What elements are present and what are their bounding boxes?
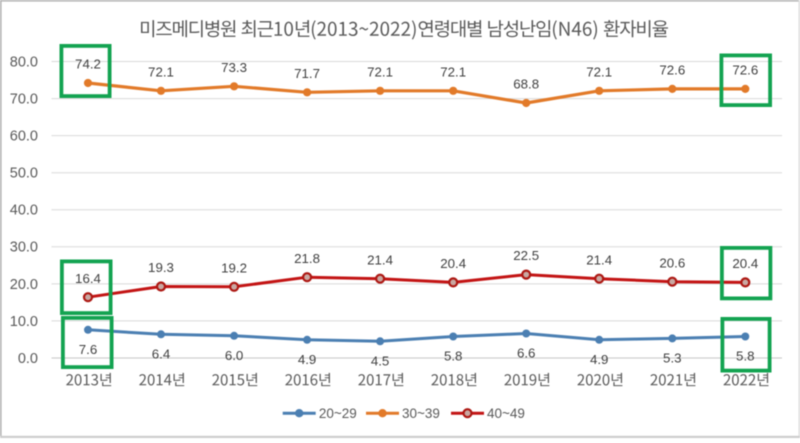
svg-text:10.0: 10.0 bbox=[10, 314, 38, 330]
svg-text:22.5: 22.5 bbox=[513, 248, 539, 263]
svg-text:72.1: 72.1 bbox=[367, 64, 393, 79]
svg-text:4.5: 4.5 bbox=[371, 353, 390, 368]
svg-text:20.4: 20.4 bbox=[732, 256, 758, 271]
svg-text:21.4: 21.4 bbox=[367, 252, 393, 267]
svg-text:0.0: 0.0 bbox=[18, 351, 38, 367]
svg-text:5.8: 5.8 bbox=[444, 349, 463, 364]
svg-text:20.0: 20.0 bbox=[10, 277, 38, 293]
svg-text:73.3: 73.3 bbox=[221, 60, 247, 75]
svg-text:72.1: 72.1 bbox=[148, 64, 174, 79]
svg-text:68.8: 68.8 bbox=[513, 77, 539, 92]
svg-text:19.3: 19.3 bbox=[148, 260, 174, 275]
svg-text:5.8: 5.8 bbox=[736, 349, 755, 364]
svg-text:16.4: 16.4 bbox=[75, 271, 101, 286]
svg-text:5.3: 5.3 bbox=[663, 351, 682, 366]
svg-text:4.9: 4.9 bbox=[590, 352, 609, 367]
svg-text:20.6: 20.6 bbox=[659, 255, 685, 270]
svg-text:4.9: 4.9 bbox=[298, 352, 317, 367]
svg-text:72.1: 72.1 bbox=[440, 64, 466, 79]
svg-text:6.4: 6.4 bbox=[152, 346, 171, 361]
svg-text:60.0: 60.0 bbox=[10, 129, 38, 145]
svg-text:6.6: 6.6 bbox=[517, 346, 536, 361]
svg-text:21.8: 21.8 bbox=[294, 251, 320, 266]
svg-text:72.1: 72.1 bbox=[586, 64, 612, 79]
svg-text:72.6: 72.6 bbox=[732, 63, 758, 78]
svg-text:19.2: 19.2 bbox=[221, 260, 247, 275]
svg-text:21.4: 21.4 bbox=[586, 252, 612, 267]
svg-text:20~29: 20~29 bbox=[319, 406, 357, 421]
svg-text:40~49: 40~49 bbox=[487, 406, 525, 421]
svg-text:50.0: 50.0 bbox=[10, 166, 38, 182]
svg-text:40.0: 40.0 bbox=[10, 203, 38, 219]
svg-text:20.4: 20.4 bbox=[440, 256, 466, 271]
svg-text:80.0: 80.0 bbox=[10, 54, 38, 70]
svg-text:6.0: 6.0 bbox=[225, 348, 244, 363]
svg-text:74.2: 74.2 bbox=[75, 57, 101, 72]
svg-text:71.7: 71.7 bbox=[294, 66, 320, 81]
svg-text:70.0: 70.0 bbox=[10, 92, 38, 108]
svg-text:72.6: 72.6 bbox=[659, 63, 685, 78]
svg-text:30.0: 30.0 bbox=[10, 240, 38, 256]
svg-text:30~39: 30~39 bbox=[402, 406, 440, 421]
svg-text:7.6: 7.6 bbox=[79, 342, 98, 357]
